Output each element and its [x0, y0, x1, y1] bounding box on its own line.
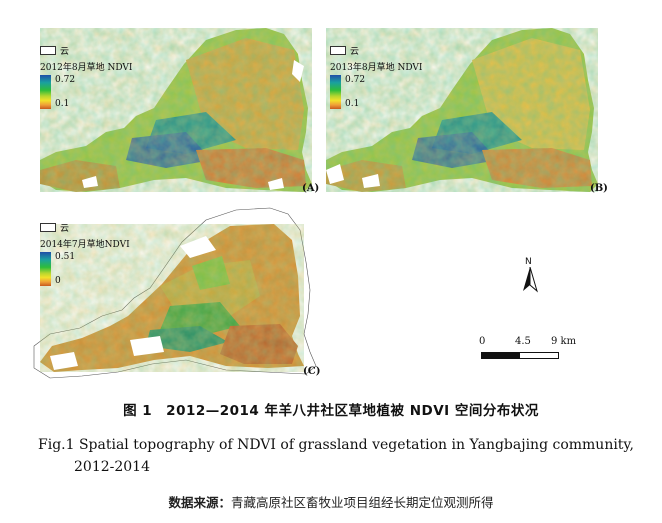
- cloud-label: 云: [60, 223, 70, 234]
- cloud-label: 云: [60, 46, 70, 57]
- scale-tick-1: 4.5: [515, 336, 531, 347]
- legend-min: 0: [55, 276, 61, 286]
- cloud-label: 云: [350, 46, 360, 57]
- ndvi-legend-2012: 云 2012年8月草地 NDVI 0.72 0.1: [40, 44, 132, 109]
- ndvi-map-2013-graphic: [326, 28, 598, 192]
- north-arrow: N: [519, 257, 541, 293]
- data-source-text: 青藏高原社区畜牧业项目组经长期定位观测所得: [231, 495, 494, 510]
- ndvi-map-2012-graphic: [40, 28, 312, 192]
- legend-title: 2012年8月草地 NDVI: [40, 63, 133, 73]
- figure-title-en-line1: Fig.1 Spatial topography of NDVI of gras…: [38, 437, 634, 453]
- scale-bar-graphic: [481, 352, 559, 359]
- data-source: 数据来源：青藏高原社区畜牧业项目组经长期定位观测所得: [0, 492, 662, 511]
- ndvi-map-2012: [36, 20, 326, 200]
- panel-label-c: (C): [303, 366, 321, 377]
- legend-min: 0.1: [55, 99, 70, 109]
- legend-min: 0.1: [345, 99, 360, 109]
- legend-max: 0.51: [55, 252, 76, 262]
- cloud-swatch: [40, 222, 56, 232]
- legend-max: 0.72: [55, 75, 76, 85]
- ndvi-color-ramp: [40, 252, 51, 286]
- cloud-swatch: [40, 45, 56, 55]
- panel-label-a: (A): [302, 183, 320, 194]
- north-arrow-icon: [523, 267, 538, 293]
- cloud-swatch: [330, 45, 346, 55]
- panel-label-b: (B): [590, 183, 608, 194]
- scale-tick-0: 0: [479, 336, 486, 347]
- ndvi-legend-2014: 云 2014年7月草地NDVI 0.51 0: [40, 221, 130, 286]
- legend-title: 2014年7月草地NDVI: [40, 240, 130, 250]
- ndvi-color-ramp: [40, 75, 51, 109]
- legend-max: 0.72: [345, 75, 366, 85]
- ndvi-legend-2013: 云 2013年8月草地 NDVI 0.72 0.1: [330, 44, 422, 109]
- north-letter: N: [525, 257, 532, 267]
- ndvi-color-ramp: [330, 75, 341, 109]
- scale-tick-2: 9 km: [551, 336, 577, 347]
- ndvi-map-2014: [30, 206, 330, 386]
- data-source-label: 数据来源：: [168, 495, 231, 510]
- legend-title: 2013年8月草地 NDVI: [330, 63, 423, 73]
- figure-title-cn: 图 1 2012—2014 年羊八井社区草地植被 NDVI 空间分布状况: [123, 403, 539, 419]
- scale-bar: 0 4.5 9 km: [477, 336, 577, 364]
- ndvi-map-2013: [322, 20, 612, 200]
- figure-title-en-line2: 2012-2014: [74, 459, 150, 475]
- figure-title-en: Fig.1 Spatial topography of NDVI of gras…: [38, 434, 638, 478]
- ndvi-map-2014-graphic: [33, 207, 317, 379]
